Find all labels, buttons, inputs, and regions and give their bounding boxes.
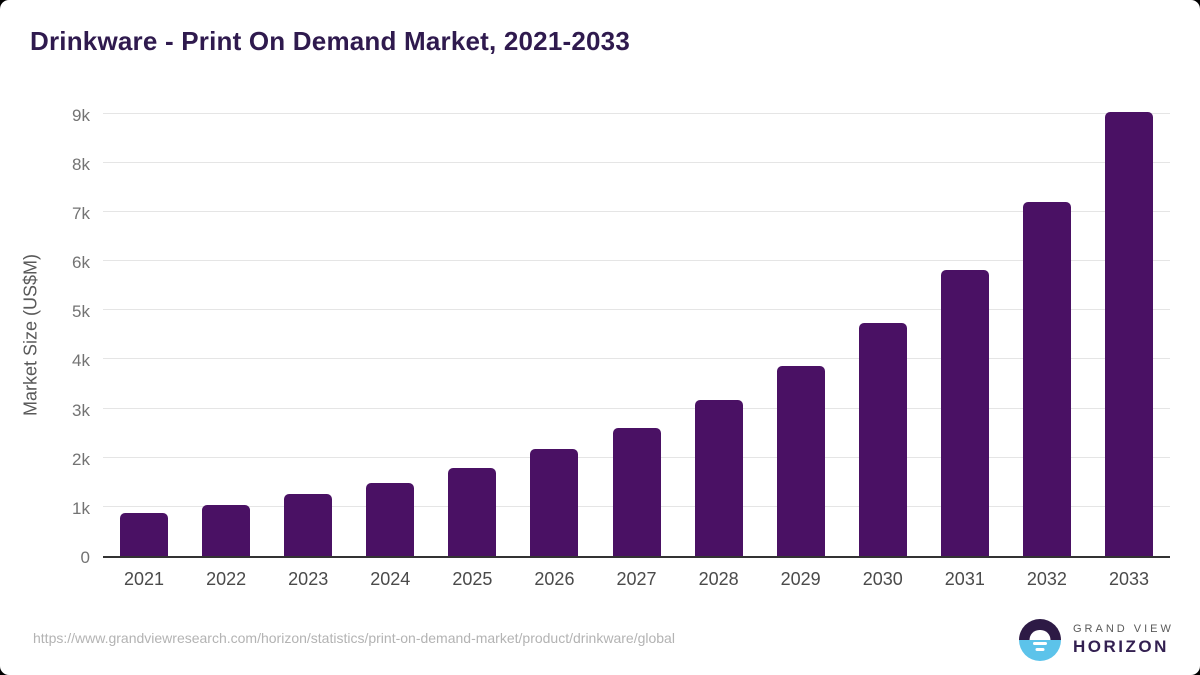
bar-slot-2023 bbox=[267, 112, 349, 556]
x-tick-2027: 2027 bbox=[616, 569, 657, 589]
bar-2022[interactable] bbox=[202, 504, 251, 556]
logo-reflection-line bbox=[1033, 642, 1047, 646]
bar-2030[interactable] bbox=[858, 323, 907, 556]
bar-2026[interactable] bbox=[530, 449, 579, 556]
bar-slot-2032 bbox=[1006, 112, 1088, 556]
y-tick-0: 0 bbox=[80, 548, 90, 567]
gridline-8k bbox=[103, 161, 1170, 163]
logo-reflection-line bbox=[1035, 647, 1045, 651]
bar-2024[interactable] bbox=[366, 482, 415, 556]
y-tick-7k: 7k bbox=[72, 203, 90, 223]
logo-text: GRAND VIEW HORIZON bbox=[1073, 623, 1174, 657]
x-tick-2030: 2030 bbox=[862, 569, 903, 589]
bar-2032[interactable] bbox=[1022, 202, 1071, 556]
gridline-5k bbox=[103, 309, 1170, 311]
y-tick-9k: 9k bbox=[72, 105, 90, 125]
bar-slot-2028 bbox=[678, 112, 760, 556]
x-tick-2021: 2021 bbox=[124, 569, 165, 589]
gridline-7k bbox=[103, 210, 1170, 212]
bar-2025[interactable] bbox=[448, 467, 497, 556]
bar-slot-2030 bbox=[842, 112, 924, 556]
x-axis-labels: 2021 2022 2023 2024 2025 2026 2027 2028 2029 2030… bbox=[103, 569, 1170, 590]
bar-2028[interactable] bbox=[694, 400, 743, 556]
bar-2033[interactable] bbox=[1104, 112, 1153, 556]
x-tick-2024: 2024 bbox=[370, 569, 411, 589]
chart-title: Drinkware - Print On Demand Market, 2021… bbox=[30, 26, 631, 56]
source-url: https://www.grandviewresearch.com/horizo… bbox=[33, 630, 675, 646]
bar-slot-2029 bbox=[760, 112, 842, 556]
y-tick-3k: 3k bbox=[72, 400, 90, 420]
y-tick-2k: 2k bbox=[72, 449, 90, 469]
bar-slot-2024 bbox=[349, 112, 431, 556]
grand-view-horizon-logo: GRAND VIEW HORIZON bbox=[1019, 619, 1174, 661]
bar-2021[interactable] bbox=[120, 512, 169, 556]
y-tick-4k: 4k bbox=[72, 351, 90, 371]
x-tick-2032: 2032 bbox=[1026, 569, 1067, 589]
bar-slot-2031 bbox=[924, 112, 1006, 556]
logo-brand-bottom: HORIZON bbox=[1073, 637, 1169, 656]
bar-slot-2021 bbox=[103, 112, 185, 556]
bar-series bbox=[103, 112, 1170, 556]
y-tick-1k: 1k bbox=[72, 498, 90, 518]
x-tick-2022: 2022 bbox=[206, 569, 247, 589]
x-tick-2026: 2026 bbox=[534, 569, 575, 589]
bar-2023[interactable] bbox=[284, 494, 333, 556]
bar-slot-2027 bbox=[595, 112, 677, 556]
y-axis-ticks: 0 1k 2k 3k 4k 5k 6k 7k 8k 9k bbox=[0, 106, 90, 567]
bar-slot-2025 bbox=[431, 112, 513, 556]
x-tick-2033: 2033 bbox=[1108, 569, 1149, 589]
y-tick-5k: 5k bbox=[72, 302, 90, 322]
y-tick-6k: 6k bbox=[72, 253, 90, 273]
gridline-6k bbox=[103, 260, 1170, 262]
y-tick-8k: 8k bbox=[72, 154, 90, 174]
bar-slot-2026 bbox=[513, 112, 595, 556]
bar-2027[interactable] bbox=[612, 427, 661, 556]
x-tick-2025: 2025 bbox=[452, 569, 493, 589]
plot-area bbox=[103, 112, 1170, 558]
x-tick-2028: 2028 bbox=[698, 569, 739, 589]
x-tick-2023: 2023 bbox=[288, 569, 329, 589]
bar-slot-2033 bbox=[1088, 112, 1170, 556]
gridline-9k bbox=[103, 112, 1170, 114]
x-tick-2031: 2031 bbox=[944, 569, 985, 589]
gridline-4k bbox=[103, 358, 1170, 360]
logo-brand-top: GRAND VIEW bbox=[1073, 623, 1174, 635]
x-tick-2029: 2029 bbox=[780, 569, 821, 589]
bar-2031[interactable] bbox=[940, 269, 989, 556]
gridline-3k bbox=[103, 407, 1170, 409]
logo-dome-shape bbox=[1029, 630, 1051, 640]
bar-2029[interactable] bbox=[776, 365, 825, 556]
bar-slot-2022 bbox=[185, 112, 267, 556]
horizon-sunrise-icon bbox=[1019, 619, 1061, 661]
